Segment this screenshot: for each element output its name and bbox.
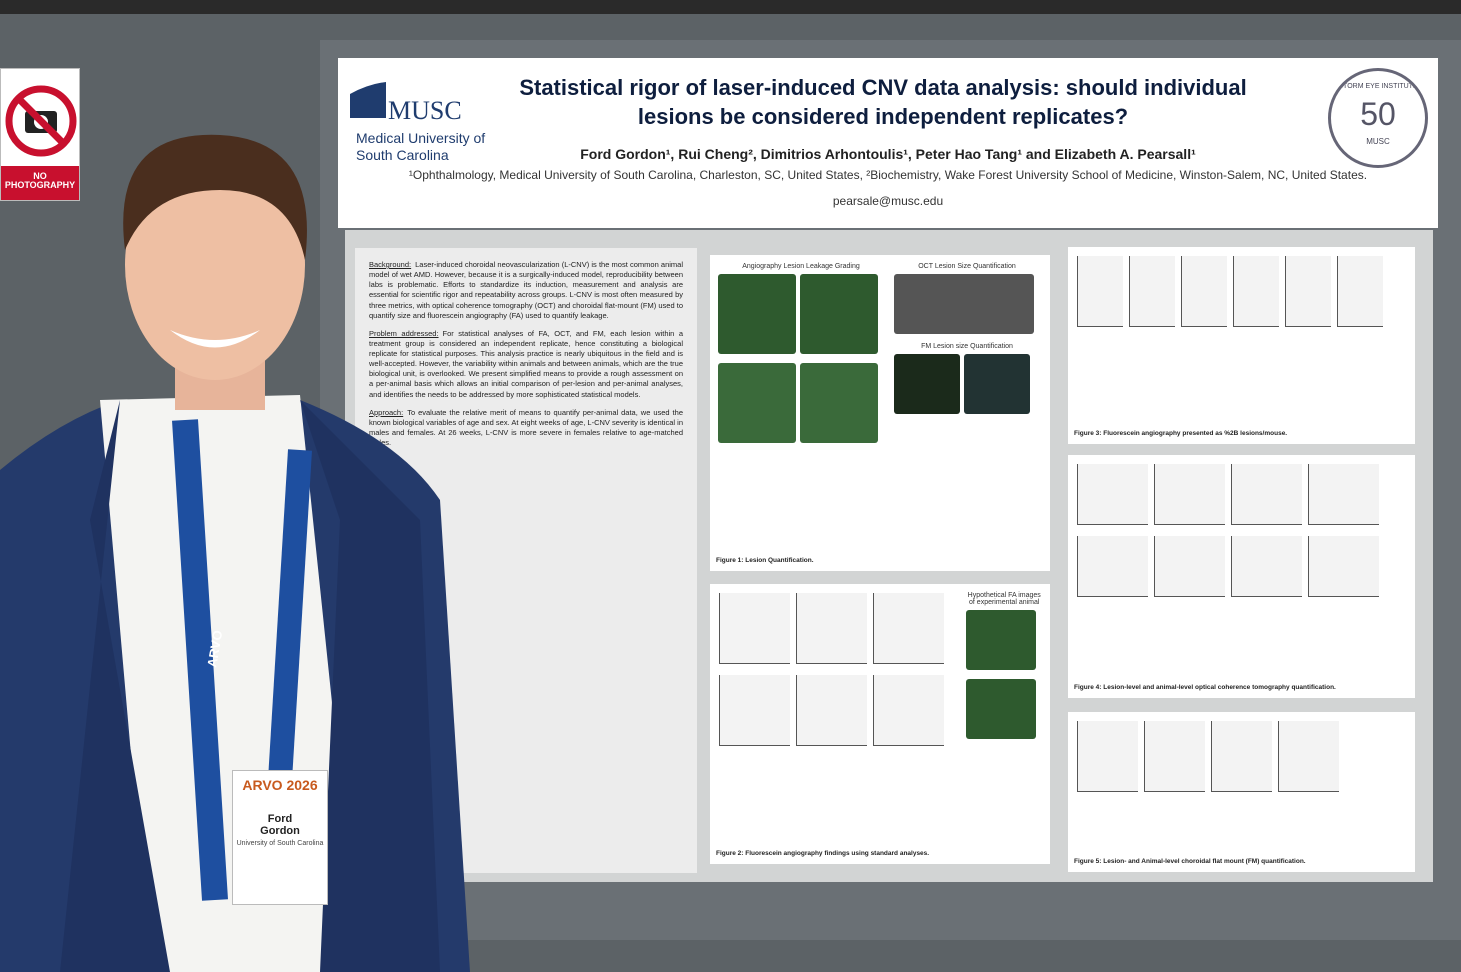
section-text: Laser-induced choroidal neovascularizati… bbox=[369, 260, 683, 320]
logo-icon bbox=[350, 82, 386, 118]
seal-bottom: MUSC bbox=[1366, 137, 1390, 146]
section-heading: Approach: bbox=[369, 407, 404, 417]
ceiling bbox=[0, 0, 1461, 14]
figure-5: Figure 5: Lesion- and Animal-level choro… bbox=[1068, 712, 1415, 872]
sign-text: NO PHOTOGRAPHY bbox=[1, 166, 79, 200]
no-camera-icon bbox=[5, 85, 77, 157]
figure-label: OCT Lesion Size Quantification bbox=[918, 263, 1016, 270]
figure-caption: Figure 1: Lesion Quantification. bbox=[716, 556, 814, 564]
affiliations: ¹Ophthalmology, Medical University of So… bbox=[408, 168, 1368, 182]
figure-label: FM Lesion size Quantification bbox=[921, 343, 1013, 350]
email: pearsale@musc.edu bbox=[832, 194, 944, 208]
section-text: For statistical analyses of FA, OCT, and… bbox=[369, 328, 683, 399]
badge-name: Ford Gordon bbox=[260, 813, 300, 837]
figure-caption: Figure 4: Lesion-level and animal-level … bbox=[1074, 683, 1336, 691]
figure-label: Angiography Lesion Leakage Grading bbox=[742, 263, 860, 270]
figure-caption: Figure 3: Fluorescein angiography presen… bbox=[1074, 429, 1288, 437]
poster-title: Statistical rigor of laser-induced CNV d… bbox=[519, 75, 1247, 129]
sign: NO PHOTOGRAPHY bbox=[0, 68, 80, 201]
section-heading: Problem addressed: bbox=[369, 328, 439, 338]
section: Background: Laser-induced choroidal neova… bbox=[369, 260, 683, 321]
section: Problem addressed: For statistical analys… bbox=[369, 329, 683, 400]
figure-2: Hypothetical FA images of experimental a… bbox=[710, 584, 1050, 864]
logo: MUSC Medical University of South Carolin… bbox=[348, 80, 488, 200]
section-heading: Background: bbox=[369, 260, 412, 269]
seal-number: 50 bbox=[1360, 96, 1396, 132]
figure-4: Figure 4: Lesion-level and animal-level … bbox=[1068, 455, 1415, 698]
seal-top: STORM EYE INSTITUTE bbox=[1338, 83, 1418, 90]
figure-caption: Figure 2: Fluorescein angiography findin… bbox=[716, 849, 930, 857]
badge: ARVO 2026 Ford Gordon University of Sout… bbox=[232, 770, 328, 905]
logo-name: MUSC bbox=[388, 96, 462, 125]
authors: Ford Gordon¹, Rui Cheng², Dimitrios Arho… bbox=[580, 146, 1196, 162]
badge-affiliation: University of South Carolina bbox=[236, 840, 324, 847]
badge-event: ARVO 2026 bbox=[242, 777, 318, 793]
figure-1: Angiography Lesion Leakage Grading OCT L… bbox=[710, 255, 1050, 571]
seal: STORM EYE INSTITUTE 50 MUSC bbox=[1328, 68, 1428, 168]
logo-subtitle: Medical University of South Carolina bbox=[356, 130, 486, 163]
poster-header: MUSC Medical University of South Carolin… bbox=[338, 58, 1438, 228]
figure-caption: Figure 5: Lesion- and Animal-level choro… bbox=[1074, 857, 1306, 865]
figure-label: Hypothetical FA images of experimental a… bbox=[967, 592, 1041, 606]
figure-3: Figure 3: Fluorescein angiography presen… bbox=[1068, 247, 1415, 444]
